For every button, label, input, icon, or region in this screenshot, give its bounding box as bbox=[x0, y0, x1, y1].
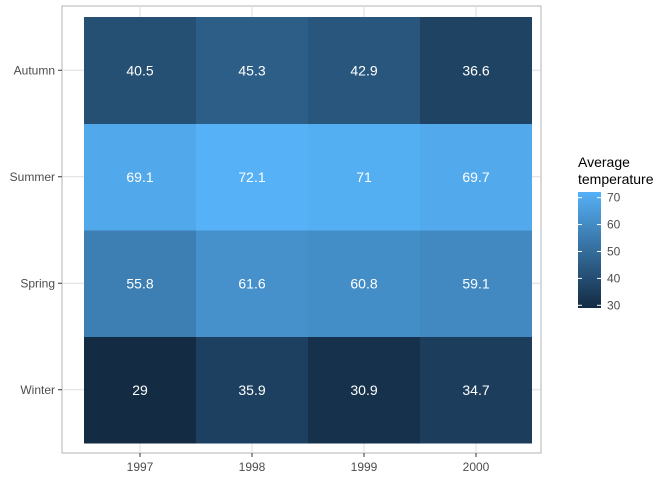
cell-value-label: 71 bbox=[356, 169, 372, 185]
heatmap-cell bbox=[84, 17, 196, 124]
y-tick-label: Summer bbox=[10, 170, 55, 184]
heatmap-cell bbox=[308, 230, 420, 337]
heatmap-cell bbox=[196, 123, 308, 231]
cell-value-label: 69.1 bbox=[126, 169, 153, 185]
y-tick-label: Spring bbox=[20, 276, 55, 290]
x-tick-label: 2000 bbox=[463, 460, 490, 474]
x-tick-label: 1997 bbox=[127, 460, 154, 474]
cell-value-label: 29 bbox=[132, 382, 148, 398]
legend-tick-label: 50 bbox=[607, 244, 621, 258]
cell-value-labels: 29 35.9 30.9 34.7 55.8 61.6 60.8 59.1 69.1 72.1 71… bbox=[126, 62, 489, 398]
x-tick-label: 1999 bbox=[351, 460, 378, 474]
heatmap-cell bbox=[420, 230, 532, 337]
cell-value-label: 30.9 bbox=[350, 382, 377, 398]
cell-value-label: 72.1 bbox=[238, 169, 265, 185]
cell-value-label: 40.5 bbox=[126, 62, 153, 78]
y-axis: Winter Spring Summer Autumn bbox=[10, 63, 62, 397]
color-legend: Average temperature 30 40 50 60 70 bbox=[578, 154, 654, 312]
cell-value-label: 60.8 bbox=[350, 275, 377, 291]
cell-value-label: 34.7 bbox=[462, 382, 489, 398]
legend-color-bar bbox=[578, 192, 601, 308]
cell-value-label: 69.7 bbox=[462, 169, 489, 185]
heatmap-cell bbox=[308, 17, 420, 124]
legend-title-line-2: temperature bbox=[578, 171, 654, 187]
heatmap-cells bbox=[84, 17, 532, 444]
cell-value-label: 61.6 bbox=[238, 275, 265, 291]
x-tick-label: 1998 bbox=[239, 460, 266, 474]
cell-value-label: 45.3 bbox=[238, 62, 265, 78]
cell-value-label: 36.6 bbox=[462, 62, 489, 78]
legend-ticks: 30 40 50 60 70 bbox=[578, 191, 621, 312]
heatmap-cell bbox=[84, 230, 196, 337]
heatmap-cell bbox=[420, 17, 532, 124]
y-tick-label: Winter bbox=[20, 383, 55, 397]
heatmap-cell bbox=[84, 123, 196, 231]
heatmap-cell bbox=[308, 123, 420, 231]
legend-tick-label: 40 bbox=[607, 271, 621, 285]
cell-value-label: 42.9 bbox=[350, 62, 377, 78]
heatmap-cell bbox=[420, 336, 532, 444]
heatmap-cell bbox=[196, 336, 308, 444]
heatmap-cell bbox=[84, 336, 196, 444]
legend-tick-label: 30 bbox=[607, 298, 621, 312]
legend-tick-label: 70 bbox=[607, 191, 621, 205]
heatmap-cell bbox=[420, 123, 532, 231]
x-axis: 1997 1998 1999 2000 bbox=[127, 453, 490, 474]
heatmap-cell bbox=[196, 230, 308, 337]
cell-value-label: 35.9 bbox=[238, 382, 265, 398]
heatmap-cell bbox=[196, 17, 308, 124]
legend-title-line-1: Average bbox=[578, 154, 630, 170]
heatmap-cell bbox=[308, 336, 420, 444]
cell-value-label: 59.1 bbox=[462, 275, 489, 291]
cell-value-label: 55.8 bbox=[126, 275, 153, 291]
y-tick-label: Autumn bbox=[14, 63, 55, 77]
legend-tick-label: 60 bbox=[607, 218, 621, 232]
